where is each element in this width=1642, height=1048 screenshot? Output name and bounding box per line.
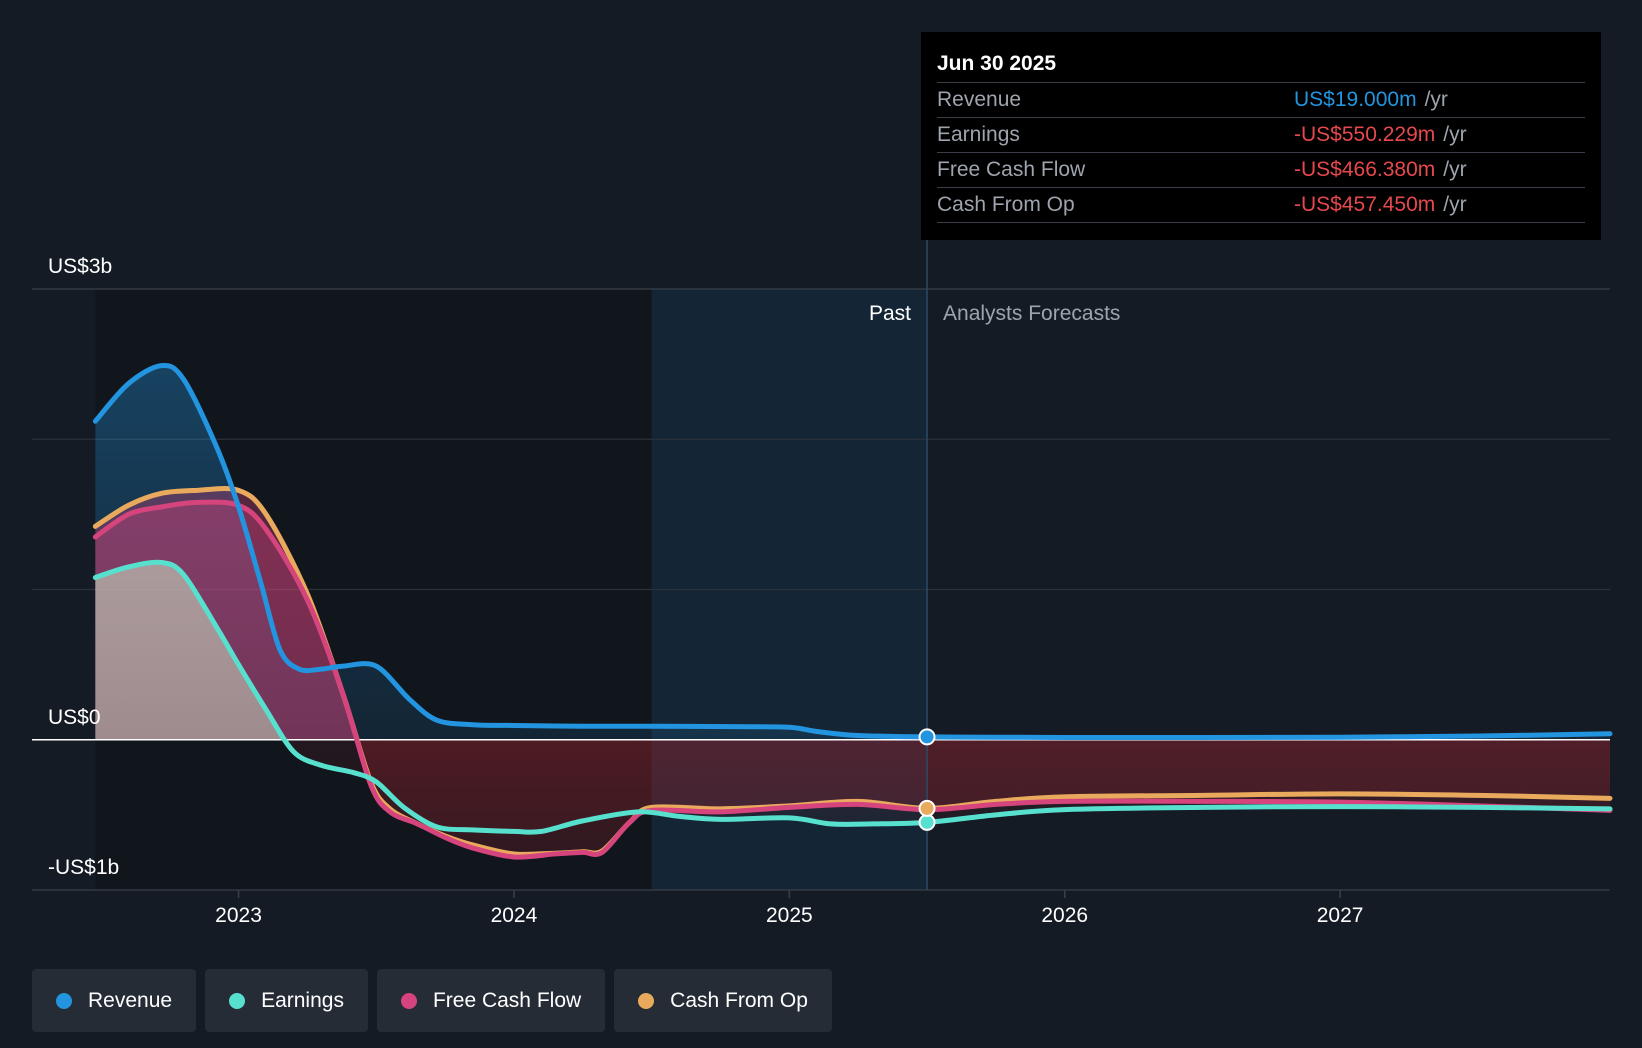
earnings-area-negative — [95, 739, 1610, 833]
y-tick-label: US$0 — [48, 706, 101, 729]
tooltip-row-revenue: Revenue US$19.000m /yr — [937, 83, 1585, 118]
tooltip-label: Earnings — [937, 123, 1020, 146]
tooltip-value: -US$457.450m — [1294, 193, 1436, 216]
legend-label: Earnings — [261, 988, 344, 1012]
highlight-dots[interactable] — [918, 728, 936, 831]
revenue-point[interactable] — [918, 728, 936, 746]
free-cash-flow-line — [92, 499, 1613, 860]
tooltip-label: Free Cash Flow — [937, 158, 1086, 181]
tooltip-value: -US$466.380m — [1294, 158, 1436, 181]
tooltip-label: Revenue — [937, 88, 1022, 111]
earnings-dot-icon — [229, 992, 246, 1009]
gridlines — [32, 288, 1610, 891]
legend-item-cash-from-op[interactable]: Cash From Op — [614, 969, 832, 1032]
x-tick-label: 2027 — [1317, 904, 1364, 927]
tooltip-unit: /yr — [1424, 88, 1448, 111]
x-axis-labels: 2023 2024 2025 2026 2027 — [215, 890, 1363, 927]
past-label: Past — [869, 302, 911, 325]
legend-item-revenue[interactable]: Revenue — [32, 969, 197, 1032]
x-tick-label: 2025 — [766, 904, 813, 927]
x-tick-label: 2026 — [1041, 904, 1088, 927]
revenue-dot-icon — [56, 992, 72, 1009]
tooltip-unit: /yr — [1443, 193, 1467, 216]
legend-item-earnings[interactable]: Earnings — [205, 969, 368, 1032]
legend: Revenue Earnings Free Cash Flow Cash Fro… — [32, 969, 832, 1032]
earnings-line — [92, 559, 1613, 835]
legend-label: Free Cash Flow — [432, 988, 582, 1012]
legend-label: Cash From Op — [670, 988, 808, 1012]
x-tick-label: 2023 — [215, 904, 262, 927]
tooltip: Jun 30 2025 Revenue US$19.000m /yr Earni… — [921, 32, 1601, 240]
revenue-line — [92, 362, 1613, 741]
forecast-label: Analysts Forecasts — [943, 302, 1120, 325]
tooltip-row-free-cash-flow: Free Cash Flow -US$466.380m /yr — [937, 153, 1585, 188]
y-tick-label: US$3b — [48, 255, 112, 278]
cash-from-op-point[interactable] — [918, 799, 936, 817]
tooltip-value: -US$550.229m — [1294, 123, 1436, 146]
cash-from-op-dot-icon — [638, 992, 655, 1009]
earnings-area-positive — [95, 562, 1610, 740]
tooltip-value: US$19.000m — [1294, 88, 1417, 111]
tooltip-row-earnings: Earnings -US$550.229m /yr — [937, 118, 1585, 153]
tooltip-row-cash-from-op: Cash From Op -US$457.450m /yr — [937, 188, 1585, 223]
tooltip-date: Jun 30 2025 — [937, 46, 1585, 83]
y-tick-label: -US$1b — [48, 856, 119, 879]
series-lines — [92, 362, 1613, 860]
legend-item-free-cash-flow[interactable]: Free Cash Flow — [376, 969, 606, 1032]
tooltip-unit: /yr — [1443, 123, 1467, 146]
free-cash-flow-dot-icon — [400, 992, 417, 1009]
y-axis-labels: US$3b US$0 -US$1b — [48, 255, 119, 879]
tooltip-label: Cash From Op — [937, 193, 1075, 216]
tooltip-unit: /yr — [1443, 158, 1467, 181]
legend-label: Revenue — [88, 988, 173, 1012]
earnings-point[interactable] — [918, 813, 936, 831]
x-tick-label: 2024 — [491, 904, 538, 927]
